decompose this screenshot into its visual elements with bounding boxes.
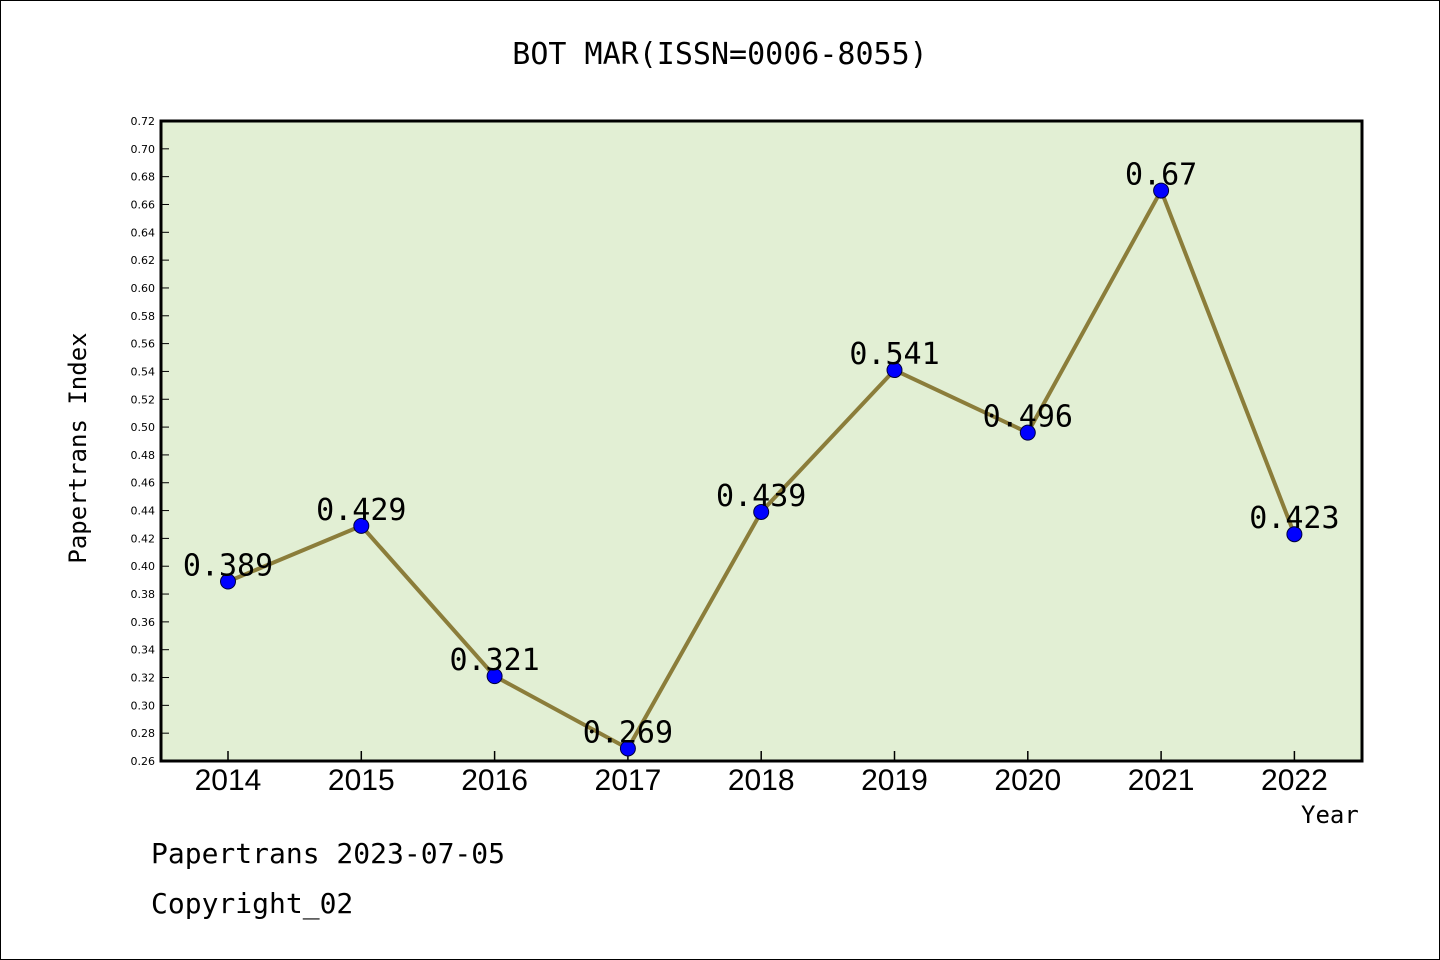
y-tick-label: 0.62 (131, 254, 156, 267)
y-tick-label: 0.36 (131, 616, 156, 629)
x-tick-label: 2014 (195, 764, 262, 797)
y-tick-label: 0.42 (131, 532, 156, 545)
data-label-2015: 0.429 (316, 493, 406, 528)
data-point-2019 (886, 362, 903, 379)
y-tick-label: 0.44 (131, 505, 156, 518)
footer-date: Papertrans 2023-07-05 (151, 837, 506, 870)
data-point-2022 (1286, 526, 1303, 543)
x-tick-label: 2020 (994, 764, 1061, 797)
y-tick-label: 0.30 (131, 699, 156, 712)
data-point-2015 (353, 517, 370, 534)
y-tick-label: 0.70 (131, 143, 156, 156)
data-point-2020 (1019, 424, 1036, 441)
y-tick-label: 0.40 (131, 560, 156, 573)
y-tick-label: 0.66 (131, 198, 156, 211)
y-tick-label: 0.56 (131, 338, 156, 351)
y-tick-label: 0.26 (131, 755, 156, 768)
data-label-2022: 0.423 (1249, 501, 1339, 536)
y-tick-label: 0.72 (131, 115, 156, 128)
data-label-2016: 0.321 (449, 643, 539, 678)
x-axis-label: Year (1301, 801, 1359, 829)
y-tick-label: 0.50 (131, 421, 156, 434)
x-tick-label: 2016 (461, 764, 528, 797)
y-tick-label: 0.68 (131, 171, 156, 184)
y-tick-label: 0.54 (131, 365, 156, 378)
data-label-2014: 0.389 (183, 549, 273, 584)
data-point-2014 (220, 573, 236, 590)
y-tick-label: 0.48 (131, 449, 156, 462)
plot-area (161, 121, 1362, 761)
x-tick-label: 2019 (861, 764, 928, 797)
y-tick-label: 0.58 (131, 310, 156, 323)
data-label-2017: 0.269 (583, 715, 673, 750)
plot-border (159, 119, 1364, 763)
y-tick-label: 0.64 (131, 226, 156, 239)
data-label-2021: 0.67 (1125, 158, 1197, 193)
y-tick-label: 0.38 (131, 588, 156, 601)
y-tick-label: 0.28 (131, 727, 156, 740)
x-tick-label: 2018 (728, 764, 795, 797)
y-tick-label: 0.32 (131, 672, 156, 685)
data-point-2016 (486, 668, 503, 685)
data-point-2017 (619, 740, 636, 757)
data-point-2021 (1153, 182, 1170, 199)
x-tick-label: 2021 (1128, 764, 1195, 797)
y-tick-label: 0.60 (131, 282, 156, 295)
data-point-2018 (753, 503, 770, 520)
y-tick-label: 0.46 (131, 477, 156, 490)
footer-copyright: Copyright_02 (151, 887, 354, 920)
x-tick-label: 2017 (595, 764, 662, 797)
y-tick-label: 0.52 (131, 393, 156, 406)
x-tick-label: 2022 (1261, 764, 1328, 797)
data-label-2020: 0.496 (983, 400, 1073, 435)
x-tick-label: 2015 (328, 764, 395, 797)
chart-title: BOT MAR(ISSN=0006-8055) (512, 37, 928, 72)
y-tick-label: 0.34 (131, 644, 156, 657)
data-label-2019: 0.541 (849, 337, 939, 372)
data-label-2018: 0.439 (716, 479, 806, 514)
